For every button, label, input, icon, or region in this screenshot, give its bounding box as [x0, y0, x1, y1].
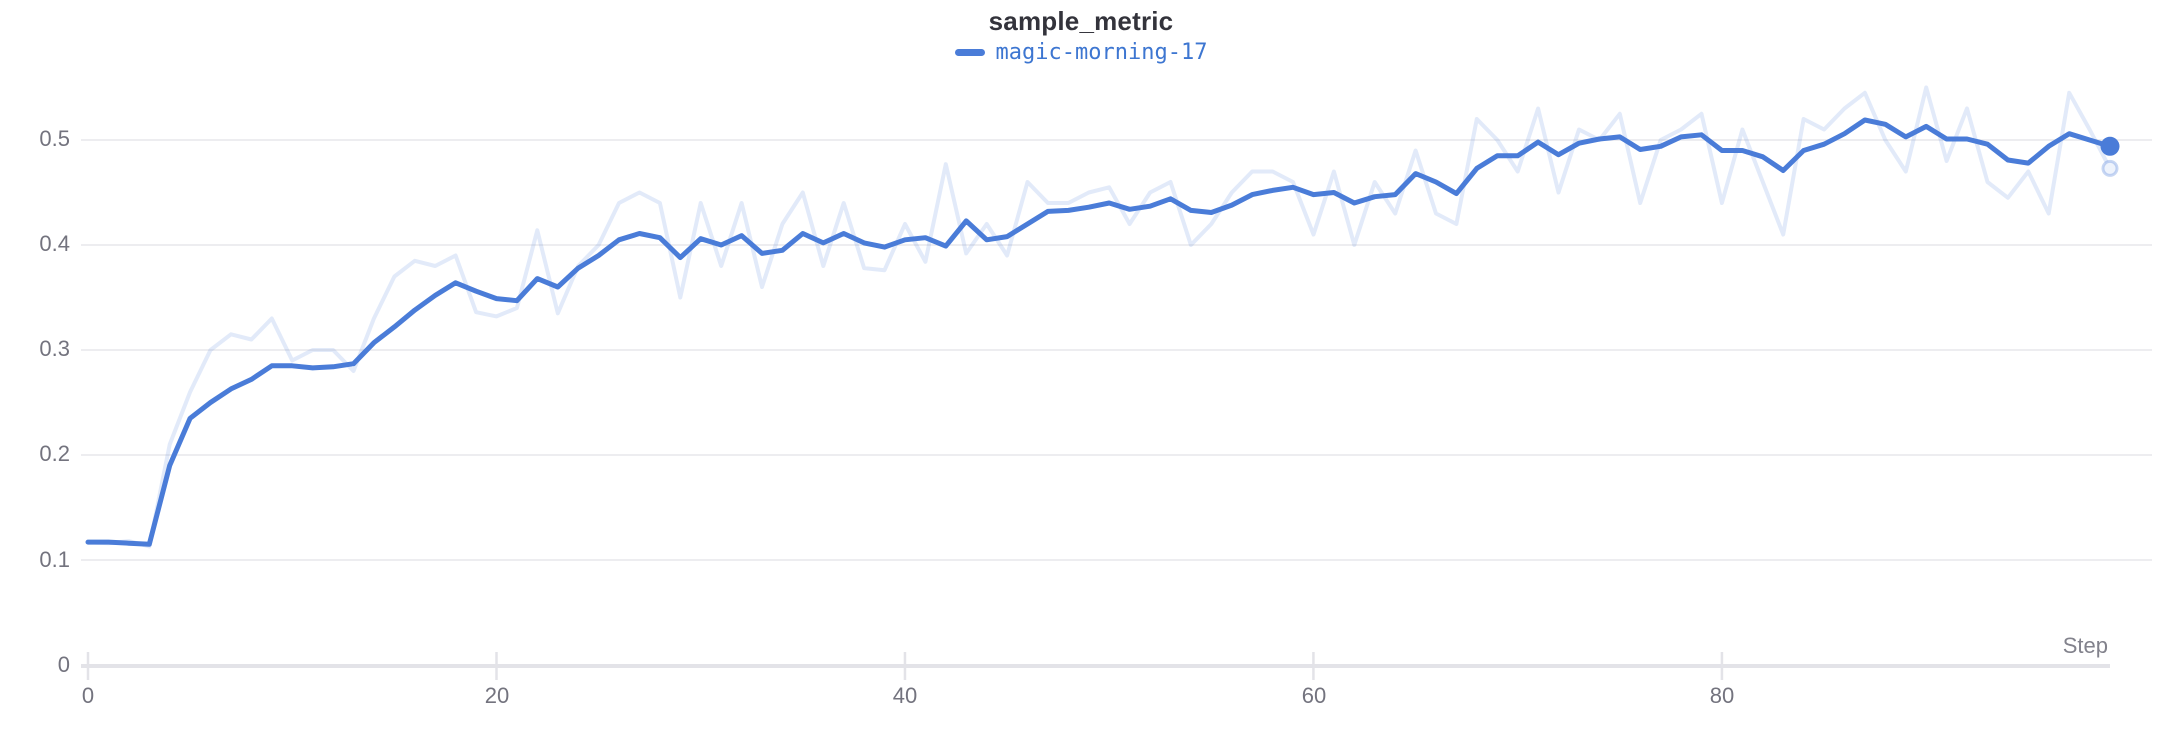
x-tick-label: 40	[892, 683, 918, 708]
y-tick-label: 0.1	[39, 547, 70, 572]
y-tick-label: 0.5	[39, 126, 70, 151]
x-tick-label: 0	[81, 683, 95, 708]
y-tick-label: 0.4	[39, 231, 70, 256]
x-axis-title: Step	[2062, 633, 2108, 658]
y-tick-label: 0.2	[39, 441, 70, 466]
x-tick-label: 60	[1301, 683, 1327, 708]
y-tick-label: 0	[57, 652, 70, 677]
x-tick-label: 20	[484, 683, 510, 708]
legend: magic-morning-17	[0, 40, 2162, 65]
x-tick-label: 80	[1709, 683, 1735, 708]
legend-run-label[interactable]: magic-morning-17	[995, 40, 1208, 65]
y-tick-label: 0.3	[39, 336, 70, 361]
legend-dash-icon	[954, 49, 985, 56]
page-title: sample_metric	[988, 6, 1174, 36]
